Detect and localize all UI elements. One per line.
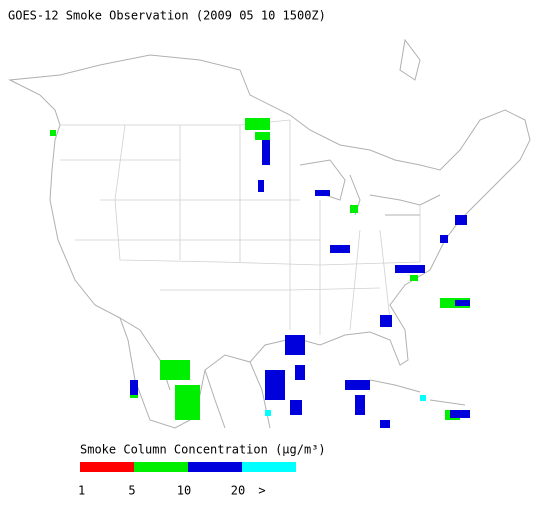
legend-label: 1 bbox=[78, 484, 85, 498]
color-swatch bbox=[188, 462, 242, 472]
basemap bbox=[8, 38, 531, 429]
smoke-pixels bbox=[50, 118, 470, 428]
coastline bbox=[8, 54, 531, 429]
caribbean bbox=[369, 38, 466, 406]
color-bar bbox=[80, 462, 296, 472]
title: GOES-12 Smoke Observation (2009 05 10 15… bbox=[8, 9, 326, 23]
smoke-blue bbox=[130, 140, 470, 428]
smoke-cyan bbox=[265, 395, 426, 416]
legend-label: 20 bbox=[231, 484, 245, 498]
legend-label: > bbox=[258, 484, 265, 498]
great-lakes bbox=[299, 159, 441, 216]
color-swatch bbox=[242, 462, 296, 472]
legend: Smoke Column Concentration (μg/m³) 1 5 10 2… bbox=[78, 443, 326, 498]
legend-labels: 1 5 10 20 > bbox=[78, 484, 266, 498]
legend-label: 10 bbox=[177, 484, 191, 498]
color-swatch bbox=[80, 462, 134, 472]
state-lines bbox=[60, 119, 421, 335]
legend-title: Smoke Column Concentration (μg/m³) bbox=[80, 443, 326, 457]
color-swatch bbox=[134, 462, 188, 472]
legend-label: 5 bbox=[128, 484, 135, 498]
